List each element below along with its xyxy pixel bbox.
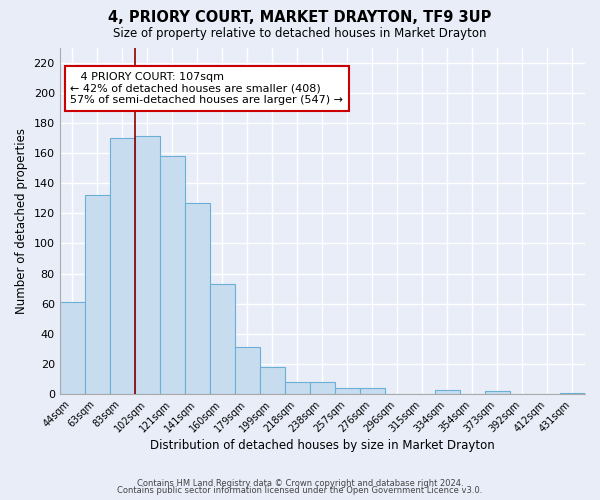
Bar [135,136,160,394]
Bar [360,388,385,394]
Bar [85,195,110,394]
Bar [560,392,585,394]
Bar [260,367,285,394]
Text: Contains HM Land Registry data © Crown copyright and database right 2024.: Contains HM Land Registry data © Crown c… [137,478,463,488]
Text: Contains public sector information licensed under the Open Government Licence v3: Contains public sector information licen… [118,486,482,495]
Text: 4 PRIORY COURT: 107sqm
← 42% of detached houses are smaller (408)
57% of semi-de: 4 PRIORY COURT: 107sqm ← 42% of detached… [70,72,343,105]
Bar [485,391,510,394]
Bar [210,284,235,394]
Bar [160,156,185,394]
Bar [185,202,210,394]
Text: Size of property relative to detached houses in Market Drayton: Size of property relative to detached ho… [113,28,487,40]
Bar [235,348,260,394]
X-axis label: Distribution of detached houses by size in Market Drayton: Distribution of detached houses by size … [150,440,495,452]
Bar [335,388,360,394]
Bar [59,302,85,394]
Bar [435,390,460,394]
Bar [110,138,135,394]
Text: 4, PRIORY COURT, MARKET DRAYTON, TF9 3UP: 4, PRIORY COURT, MARKET DRAYTON, TF9 3UP [109,10,491,25]
Bar [310,382,335,394]
Y-axis label: Number of detached properties: Number of detached properties [15,128,28,314]
Bar [285,382,310,394]
